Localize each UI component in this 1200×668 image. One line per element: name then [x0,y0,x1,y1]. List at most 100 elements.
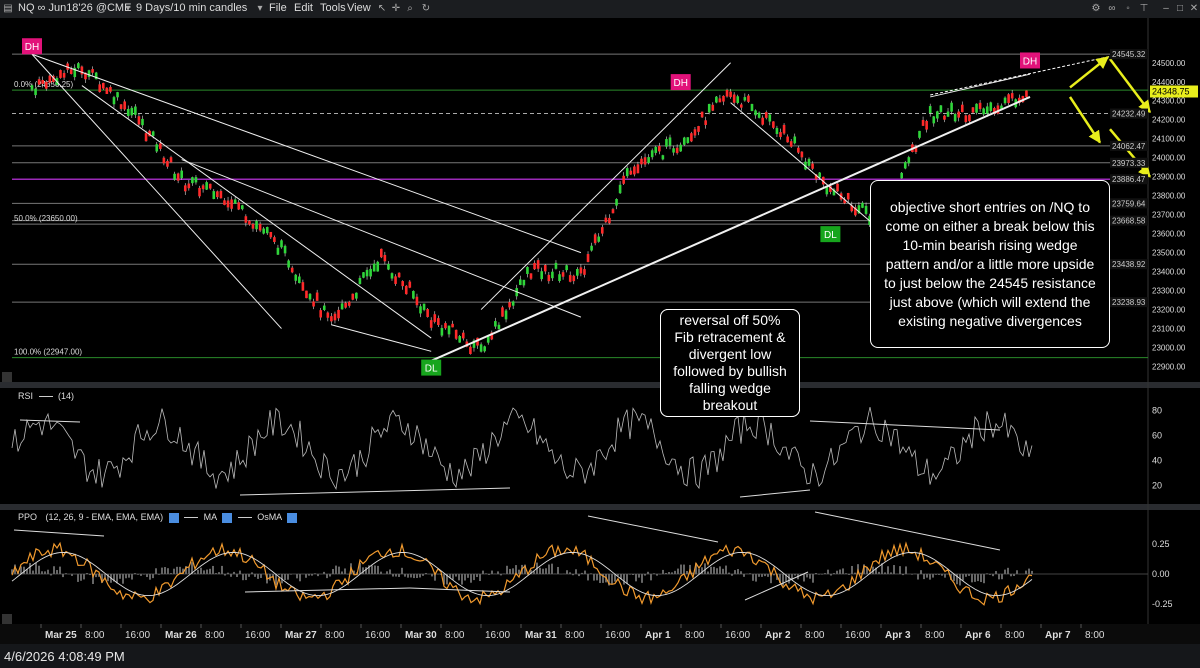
menu-file[interactable]: File [269,2,287,14]
symbol-selector[interactable]: NQ ∞ Jun18'26 @CME [18,2,132,14]
candle [526,266,529,274]
candle [836,183,839,192]
maximize-icon[interactable]: □ [1176,3,1184,14]
candle [191,177,194,184]
candle [479,344,483,352]
checkbox-icon[interactable] [287,512,298,523]
time-axis-label: 16:00 [605,630,630,641]
minimize-icon[interactable]: – [1163,3,1169,14]
time-axis-label: Apr 2 [765,630,791,641]
ppo-divergence-line [814,511,1001,551]
price-axis-tick: 23900.00 [1152,173,1186,182]
candle [105,87,109,94]
checkbox-icon[interactable] [222,512,233,523]
candle [772,121,775,128]
candle [130,107,134,116]
panel-divider[interactable] [0,382,1200,388]
menu-edit[interactable]: Edit [294,2,313,14]
candle [37,79,41,85]
candle [661,155,665,160]
candle [433,314,437,322]
candle [180,170,183,179]
checkbox-icon[interactable] [168,512,179,523]
annotation-right: objective short entries on /NQ to come o… [870,180,1110,348]
scroll-left-button[interactable] [2,614,12,624]
candle [629,170,633,175]
zoom-icon[interactable]: ⌕ [407,3,413,14]
candle [968,114,971,122]
time-axis-label: 16:00 [725,630,750,641]
candle [682,137,686,145]
level-label: 23238.93 [1112,298,1146,307]
candle [982,108,985,115]
candle [996,105,1000,114]
menu-tools[interactable]: Tools [320,2,346,14]
price-axis-tick: 24400.00 [1152,78,1186,87]
candle [148,130,151,137]
candle [782,124,786,134]
candle [529,273,533,279]
rsi-divergence-line [239,487,511,496]
candle [226,200,230,208]
level-label-bg [1110,174,1148,185]
candle [636,164,640,174]
menu-view[interactable]: View [347,2,371,14]
price-axis-tick: 23600.00 [1152,230,1186,239]
candle [743,97,747,101]
time-axis-label: 16:00 [245,630,270,641]
candle [950,102,953,112]
link-icon[interactable]: ∞ [1108,3,1116,14]
panel-divider[interactable] [0,504,1200,510]
candle [298,276,301,284]
ppo-divergence-line [587,515,719,543]
candle [554,262,558,269]
candle [237,202,241,210]
time-axis-label: 16:00 [125,630,150,641]
candle [821,176,825,185]
projection-arrow [1109,128,1151,178]
candle [166,160,169,167]
candle [665,139,668,147]
lock-icon[interactable]: ◦ [1126,3,1130,14]
ppo-divergence-line [409,587,511,593]
candle [69,69,73,75]
candle [739,104,743,108]
close-icon[interactable]: ✕ [1189,3,1199,14]
level-label: 23973.33 [1112,159,1146,168]
candle [957,111,961,118]
candle [380,248,383,258]
chart-window-icon[interactable]: ▤ [3,3,13,14]
candle [725,89,729,97]
candle [985,106,989,114]
pointer-icon[interactable]: ↖ [377,3,387,14]
projection-arrow [1068,96,1102,144]
candle [579,267,583,274]
crosshair-icon[interactable]: ✛ [391,3,401,14]
dropdown-arrow-icon[interactable]: ▾ [125,3,131,14]
candle [208,183,212,189]
level-label: 24062.47 [1112,142,1146,151]
dropdown-arrow-icon[interactable]: ▾ [257,3,263,14]
candle [558,274,561,281]
refresh-icon[interactable]: ↻ [421,3,431,14]
candle [461,332,465,339]
candle [722,95,725,102]
candle [864,205,868,214]
candle [675,147,679,154]
scroll-left-button[interactable] [2,372,12,382]
time-axis-label: 8:00 [445,630,465,641]
candle [825,186,829,195]
candle [216,191,219,198]
ppo-divergence-line [13,529,105,537]
settings-icon[interactable]: ⚙ [1091,3,1101,14]
candle [194,177,198,183]
fib-label: 50.0% (23650.00) [14,214,78,223]
period-selector[interactable]: 9 Days/10 min candles [136,2,248,14]
pin-icon[interactable]: ⊤ [1139,3,1149,14]
candle [925,120,928,130]
candle [233,199,237,204]
candle [408,281,412,288]
level-label-bg [1110,215,1148,226]
level-label: 23668.58 [1112,217,1146,226]
price-axis-tick: 23300.00 [1152,287,1186,296]
